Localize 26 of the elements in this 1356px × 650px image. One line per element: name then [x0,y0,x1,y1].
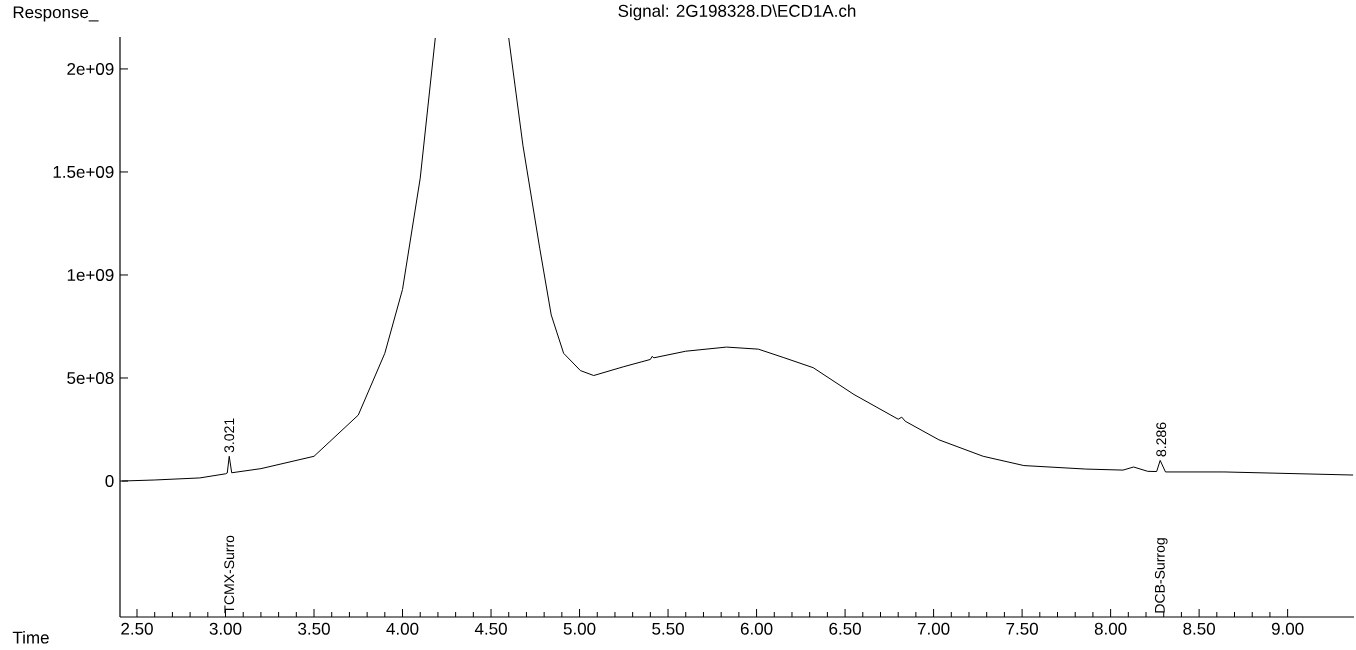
y-tick-label: 0 [105,474,114,488]
annotation: 3.021 [224,418,235,453]
x-tick-label: 8.00 [1094,622,1127,635]
x-tick-label: 2.50 [121,622,153,635]
x-tick-label: 5.50 [652,622,684,635]
annotation: DCB-Surrog [1154,538,1168,613]
y-tick-label: 2e+09 [67,62,114,75]
x-tick-label: 6.50 [829,622,861,635]
x-tick-label: 3.00 [209,622,242,635]
x-tick-label: 9.00 [1271,622,1304,635]
x-tick-label: 8.50 [1183,622,1215,635]
x-axis-title: Time [12,631,49,644]
y-tick-label: 1e+09 [67,268,114,281]
y-axis-title: Response_ [13,6,99,22]
chart-title: Signal: 2G198328.D\ECD1A.ch [618,4,856,21]
x-tick-label: 5.00 [563,622,596,635]
annotation: TCMX-Surro [224,535,235,614]
x-tick-label: 7.00 [917,622,950,635]
y-tick-label: 1.5e+09 [53,165,114,178]
x-tick-label: 7.50 [1006,622,1038,635]
x-tick-label: 4.00 [386,622,419,635]
x-tick-label: 6.00 [740,622,773,635]
x-tick-label: 4.50 [474,622,507,635]
annotation: 8.286 [1156,422,1167,457]
y-tick-label: 5e+08 [67,371,114,384]
x-tick-label: 3.50 [298,622,330,635]
